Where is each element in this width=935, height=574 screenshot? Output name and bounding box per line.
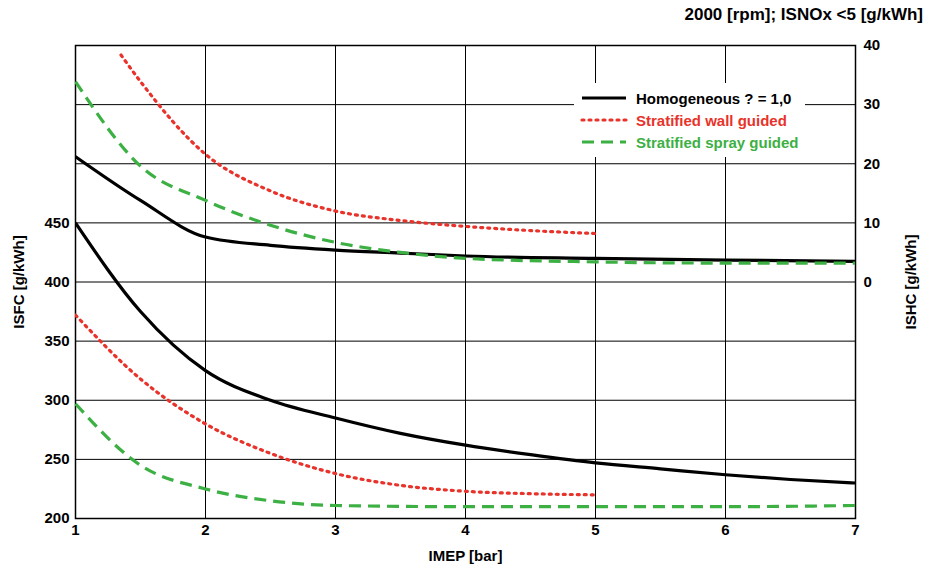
svg-text:1: 1 xyxy=(71,521,79,538)
svg-text:300: 300 xyxy=(44,391,69,408)
html-text:2000 [rpm]; ISNOx <5 [g/kWh]: 2000 [rpm]; ISNOx <5 [g/kWh] xyxy=(684,5,923,24)
html-text:Stratified wall guided: Stratified wall guided xyxy=(636,111,787,129)
svg-text:0: 0 xyxy=(864,273,872,290)
svg-text:30: 30 xyxy=(864,95,881,112)
svg-text:IMEP [bar]: IMEP [bar] xyxy=(429,547,503,564)
svg-text:450: 450 xyxy=(44,214,69,231)
svg-text:20: 20 xyxy=(864,155,881,172)
svg-text:7: 7 xyxy=(851,521,859,538)
svg-text:10: 10 xyxy=(864,214,881,231)
svg-text:250: 250 xyxy=(44,450,69,467)
svg-text:40: 40 xyxy=(864,36,881,53)
svg-text:ISFC [g/kWh]: ISFC [g/kWh] xyxy=(10,235,27,328)
svg-text:400: 400 xyxy=(44,273,69,290)
svg-text:200: 200 xyxy=(44,509,69,526)
svg-text:2: 2 xyxy=(201,521,209,538)
svg-text:4: 4 xyxy=(461,521,470,538)
svg-text:ISHC [g/kWh]: ISHC [g/kWh] xyxy=(902,235,919,330)
svg-text:5: 5 xyxy=(591,521,599,538)
svg-text:6: 6 xyxy=(721,521,729,538)
html-text:Stratified spray guided: Stratified spray guided xyxy=(636,133,799,151)
svg-text:350: 350 xyxy=(44,332,69,349)
svg-text:3: 3 xyxy=(331,521,339,538)
html-text:Homogeneous ? = 1,0: Homogeneous ? = 1,0 xyxy=(636,89,792,107)
